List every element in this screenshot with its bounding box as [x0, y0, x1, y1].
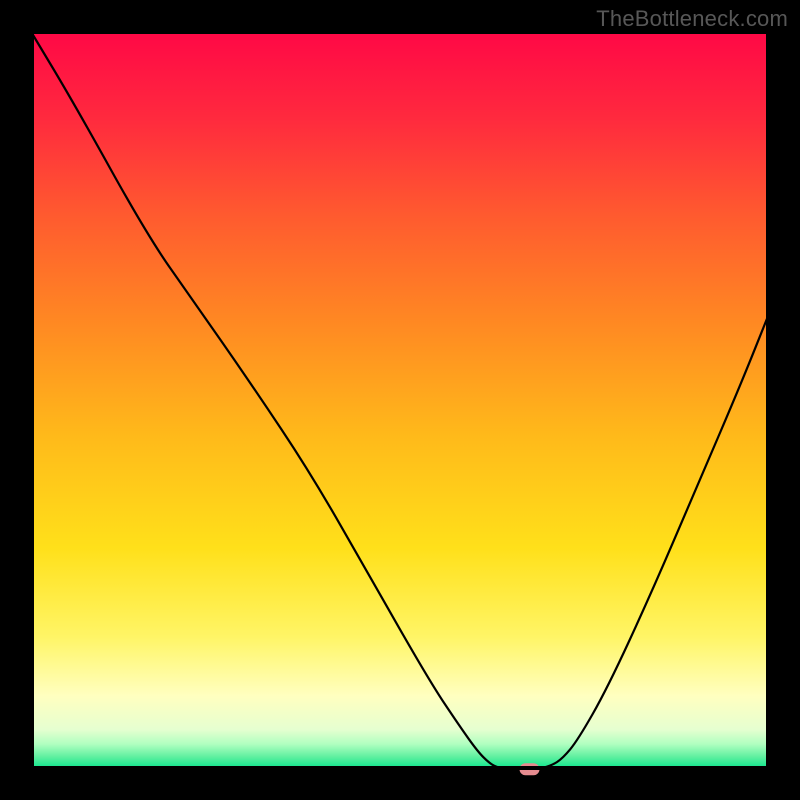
- plot-frame: [30, 30, 770, 770]
- watermark-text: TheBottleneck.com: [596, 6, 788, 32]
